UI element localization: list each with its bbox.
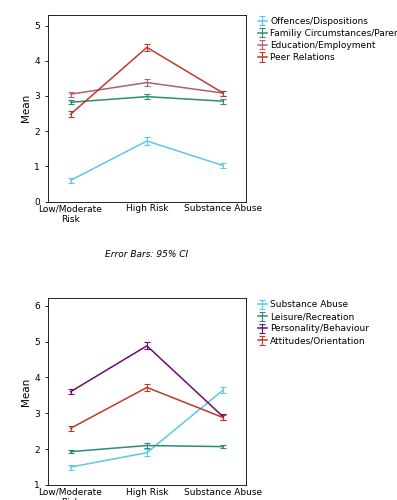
Legend: Substance Abuse, Leisure/Recreation, Personality/Behaviour, Attitudes/Orientatio: Substance Abuse, Leisure/Recreation, Per… (256, 300, 370, 346)
Y-axis label: Mean: Mean (21, 94, 31, 122)
Y-axis label: Mean: Mean (21, 378, 31, 406)
Text: Error Bars: 95% CI: Error Bars: 95% CI (105, 250, 189, 260)
Legend: Offences/Dispositions, Familiy Circumstances/Parenting, Education/Employment, Pe: Offences/Dispositions, Familiy Circumsta… (256, 16, 397, 63)
